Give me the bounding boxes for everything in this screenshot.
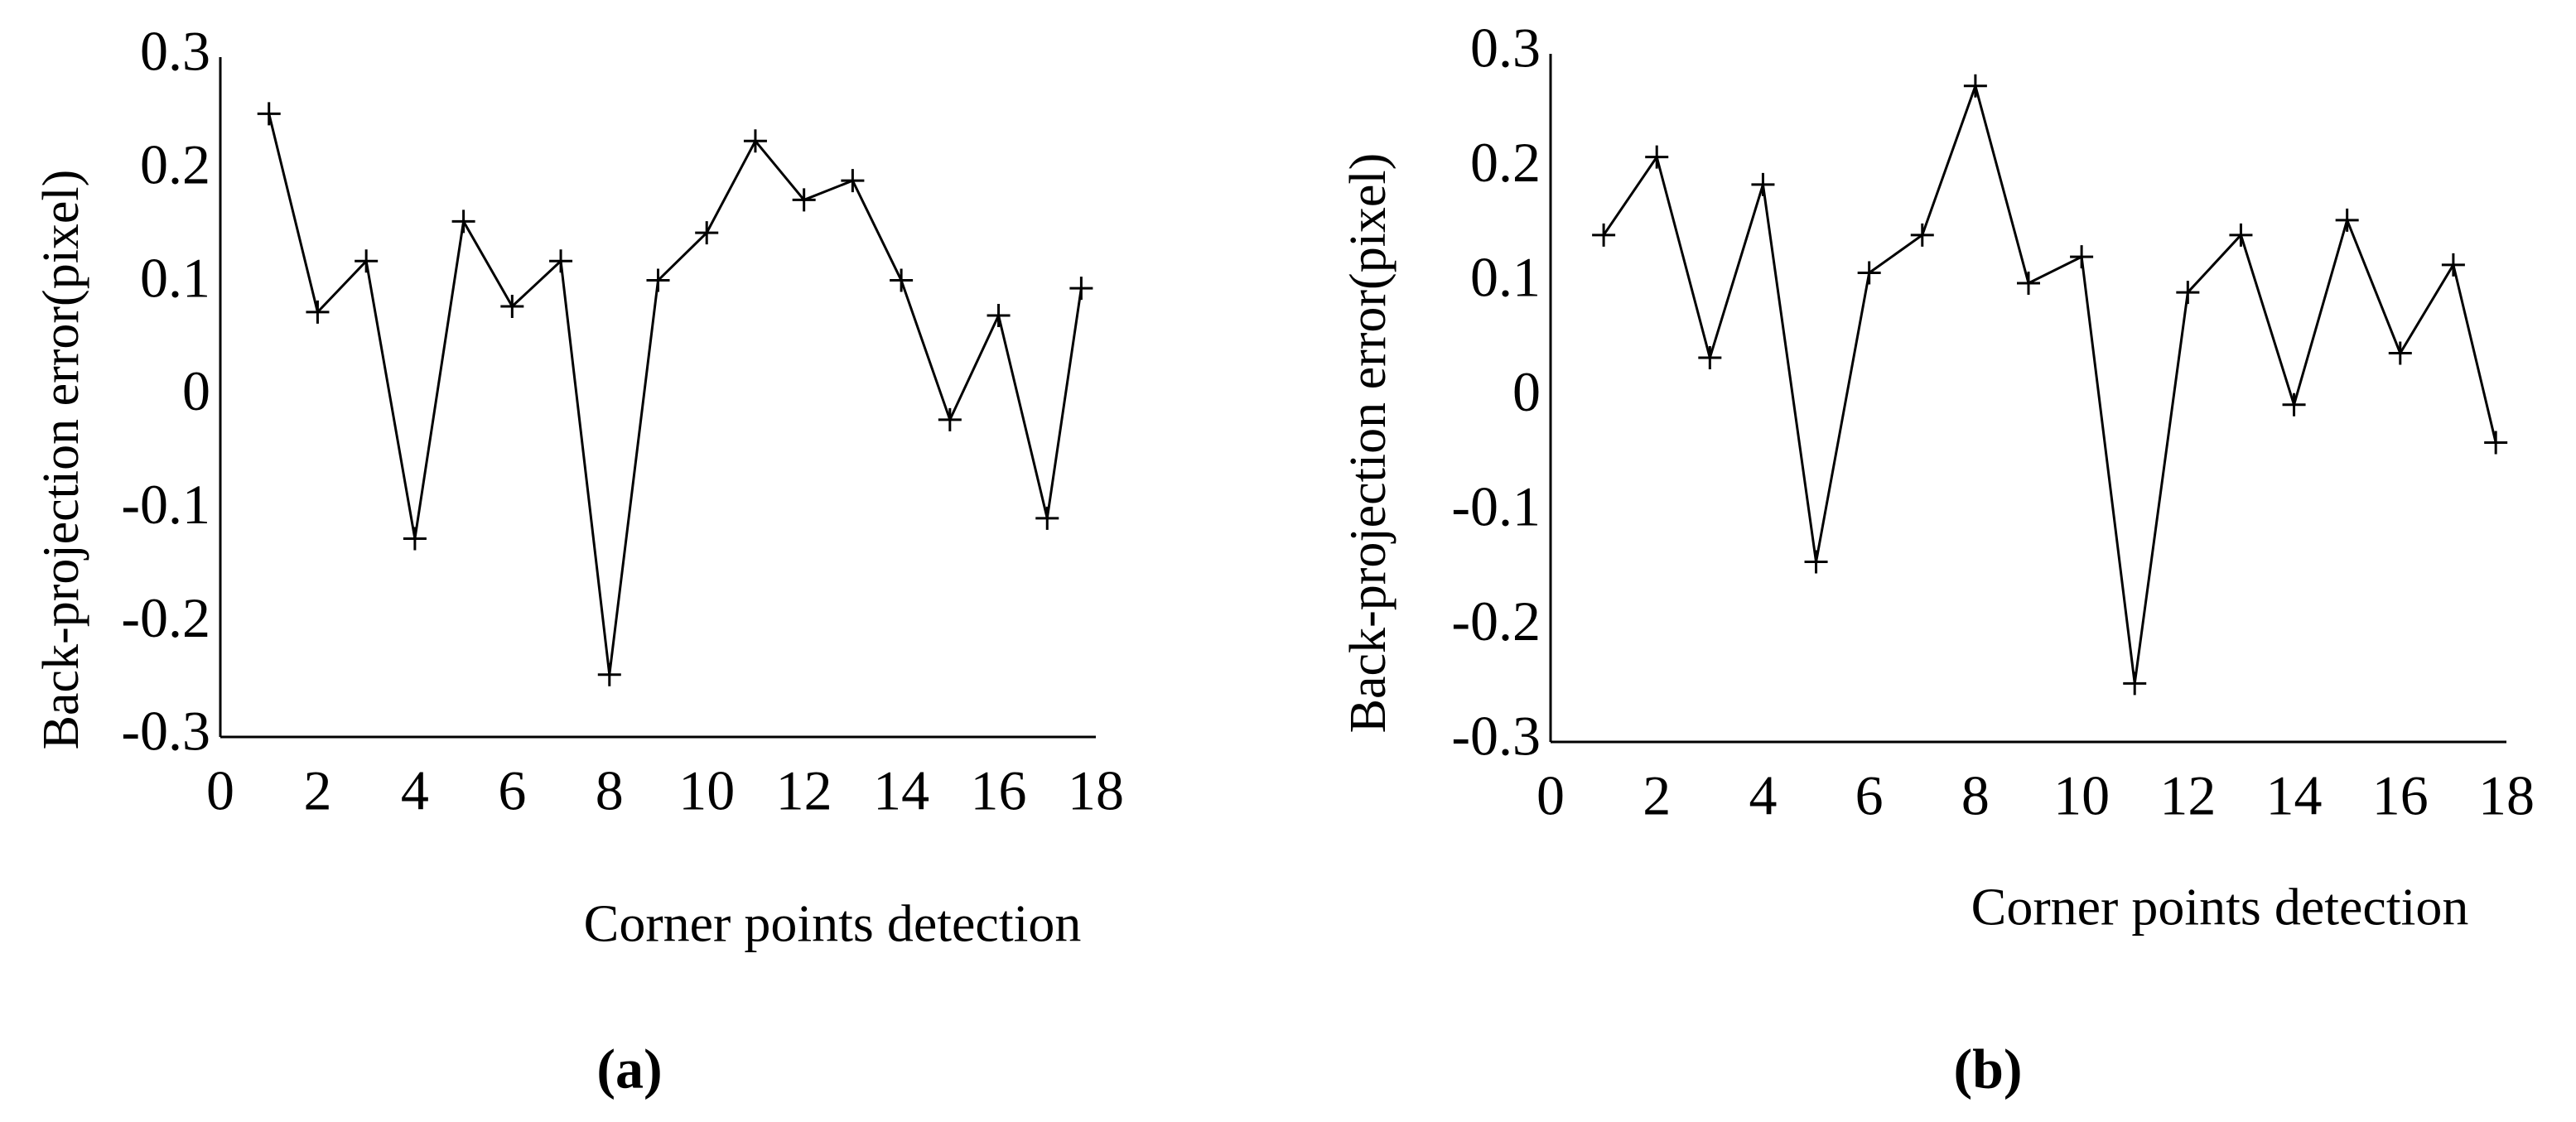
x-tick-label: 10 bbox=[2053, 764, 2110, 827]
plus-marker bbox=[306, 300, 330, 324]
plus-marker bbox=[500, 295, 524, 319]
plus-marker bbox=[403, 527, 427, 551]
y-axis-label: Back-projection error(pixel) bbox=[33, 170, 89, 750]
y-axis-label: Back-projection error(pixel) bbox=[1340, 153, 1397, 734]
x-tick-label: 8 bbox=[1961, 764, 1990, 827]
data-line bbox=[1602, 81, 2497, 684]
plus-marker bbox=[2388, 341, 2412, 365]
x-tick-label: 18 bbox=[1068, 759, 1124, 822]
plus-marker bbox=[2282, 392, 2306, 417]
y-tick-label: -0.3 bbox=[1451, 705, 1541, 768]
y-tick-label: 0.2 bbox=[1470, 131, 1541, 194]
x-tick-label: 10 bbox=[678, 759, 735, 822]
x-tick-label: 6 bbox=[498, 759, 526, 822]
y-tick-label: 0.3 bbox=[140, 20, 210, 83]
x-tick-label: 8 bbox=[596, 759, 624, 822]
y-tick-label: -0.1 bbox=[121, 473, 210, 536]
plus-marker bbox=[2229, 223, 2253, 247]
plus-marker bbox=[1592, 223, 1616, 247]
x-tick-label: 2 bbox=[303, 759, 331, 822]
y-tick-label: 0 bbox=[1512, 360, 1541, 423]
x-tick-label: 2 bbox=[1643, 764, 1671, 827]
y-tick-label: 0.2 bbox=[140, 132, 210, 195]
x-tick-label: 12 bbox=[2159, 764, 2216, 827]
plus-marker bbox=[1804, 550, 1828, 574]
plus-marker bbox=[2070, 245, 2094, 269]
plus-marker bbox=[1910, 223, 1934, 247]
x-tick-label: 14 bbox=[2266, 764, 2323, 827]
plus-marker bbox=[549, 249, 573, 273]
plus-marker bbox=[597, 662, 621, 686]
plus-marker bbox=[1698, 346, 1722, 370]
plus-marker bbox=[646, 268, 670, 292]
x-tick-label: 6 bbox=[1855, 764, 1884, 827]
plus-marker bbox=[841, 169, 865, 193]
plus-marker bbox=[2123, 672, 2147, 696]
plus-marker bbox=[1035, 506, 1059, 530]
x-axis-label: Corner points detection bbox=[1971, 878, 2469, 937]
y-tick-label: 0 bbox=[182, 359, 210, 422]
x-tick-label: 18 bbox=[2478, 764, 2535, 827]
plus-marker bbox=[792, 188, 816, 212]
x-tick-label: 16 bbox=[2372, 764, 2429, 827]
plus-marker bbox=[451, 209, 475, 234]
x-tick-label: 16 bbox=[971, 759, 1027, 822]
plus-marker bbox=[938, 407, 962, 431]
plus-marker bbox=[890, 268, 914, 292]
plus-marker bbox=[355, 249, 379, 273]
plus-marker bbox=[1963, 74, 1987, 98]
plus-marker bbox=[2176, 281, 2200, 305]
x-tick-label: 0 bbox=[1536, 764, 1565, 827]
x-tick-label: 12 bbox=[776, 759, 832, 822]
plus-marker bbox=[695, 221, 719, 245]
data-line bbox=[268, 113, 1083, 675]
plus-marker bbox=[2335, 208, 2359, 232]
plus-marker bbox=[1069, 277, 1093, 301]
plus-marker bbox=[2441, 253, 2465, 277]
y-tick-label: -0.2 bbox=[1451, 590, 1541, 652]
panel-caption: (b) bbox=[1953, 1038, 2022, 1100]
plus-marker bbox=[1751, 172, 1775, 196]
plus-marker bbox=[2484, 431, 2508, 455]
x-tick-label: 14 bbox=[873, 759, 929, 822]
y-tick-label: 0.1 bbox=[140, 246, 210, 309]
plus-marker bbox=[987, 303, 1011, 327]
y-tick-label: 0.1 bbox=[1470, 246, 1541, 309]
y-tick-label: -0.2 bbox=[121, 586, 210, 649]
plus-marker bbox=[1645, 145, 1669, 169]
y-tick-label: -0.3 bbox=[121, 700, 210, 763]
x-axis-label: Corner points detection bbox=[584, 894, 1082, 953]
x-tick-label: 4 bbox=[1749, 764, 1777, 827]
panel-caption: (a) bbox=[596, 1038, 662, 1100]
x-tick-label: 0 bbox=[206, 759, 234, 822]
x-tick-label: 4 bbox=[401, 759, 429, 822]
plus-marker bbox=[1857, 261, 1881, 285]
y-tick-label: 0.3 bbox=[1470, 17, 1541, 79]
plus-marker bbox=[743, 129, 767, 153]
plus-marker bbox=[2017, 272, 2040, 295]
y-tick-label: -0.1 bbox=[1451, 475, 1541, 538]
plus-marker bbox=[257, 102, 281, 126]
